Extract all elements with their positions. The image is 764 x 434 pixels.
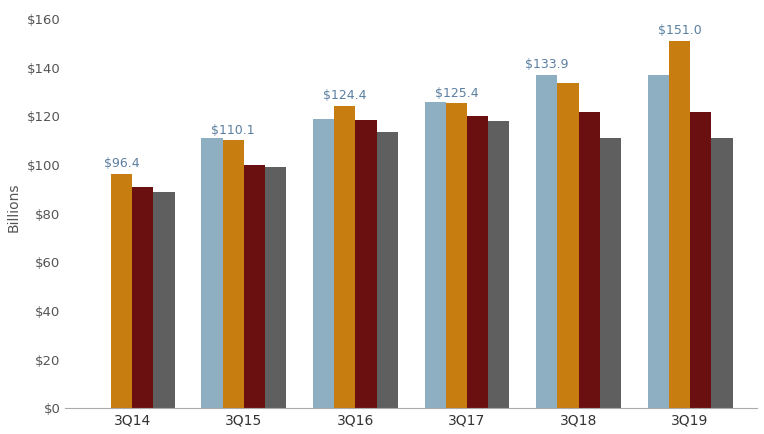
Bar <box>648 75 669 408</box>
Bar <box>334 105 355 408</box>
Bar <box>222 141 244 408</box>
Bar <box>377 132 398 408</box>
Bar <box>265 168 286 408</box>
Bar <box>445 103 467 408</box>
Bar <box>690 112 711 408</box>
Bar <box>202 138 222 408</box>
Bar <box>669 41 690 408</box>
Text: $125.4: $125.4 <box>435 87 478 99</box>
Y-axis label: Billions: Billions <box>7 183 21 232</box>
Bar <box>536 75 557 408</box>
Bar <box>132 187 154 408</box>
Bar <box>711 138 733 408</box>
Bar <box>578 112 600 408</box>
Text: $124.4: $124.4 <box>323 89 367 102</box>
Bar <box>600 138 621 408</box>
Bar <box>467 116 488 408</box>
Bar <box>557 82 578 408</box>
Bar <box>244 165 265 408</box>
Bar <box>488 121 510 408</box>
Text: $133.9: $133.9 <box>525 59 568 71</box>
Bar <box>111 174 132 408</box>
Text: $151.0: $151.0 <box>658 24 701 37</box>
Bar <box>313 119 334 408</box>
Bar <box>425 102 445 408</box>
Text: $110.1: $110.1 <box>212 124 255 137</box>
Text: $96.4: $96.4 <box>104 157 139 170</box>
Bar <box>154 192 175 408</box>
Bar <box>355 120 377 408</box>
